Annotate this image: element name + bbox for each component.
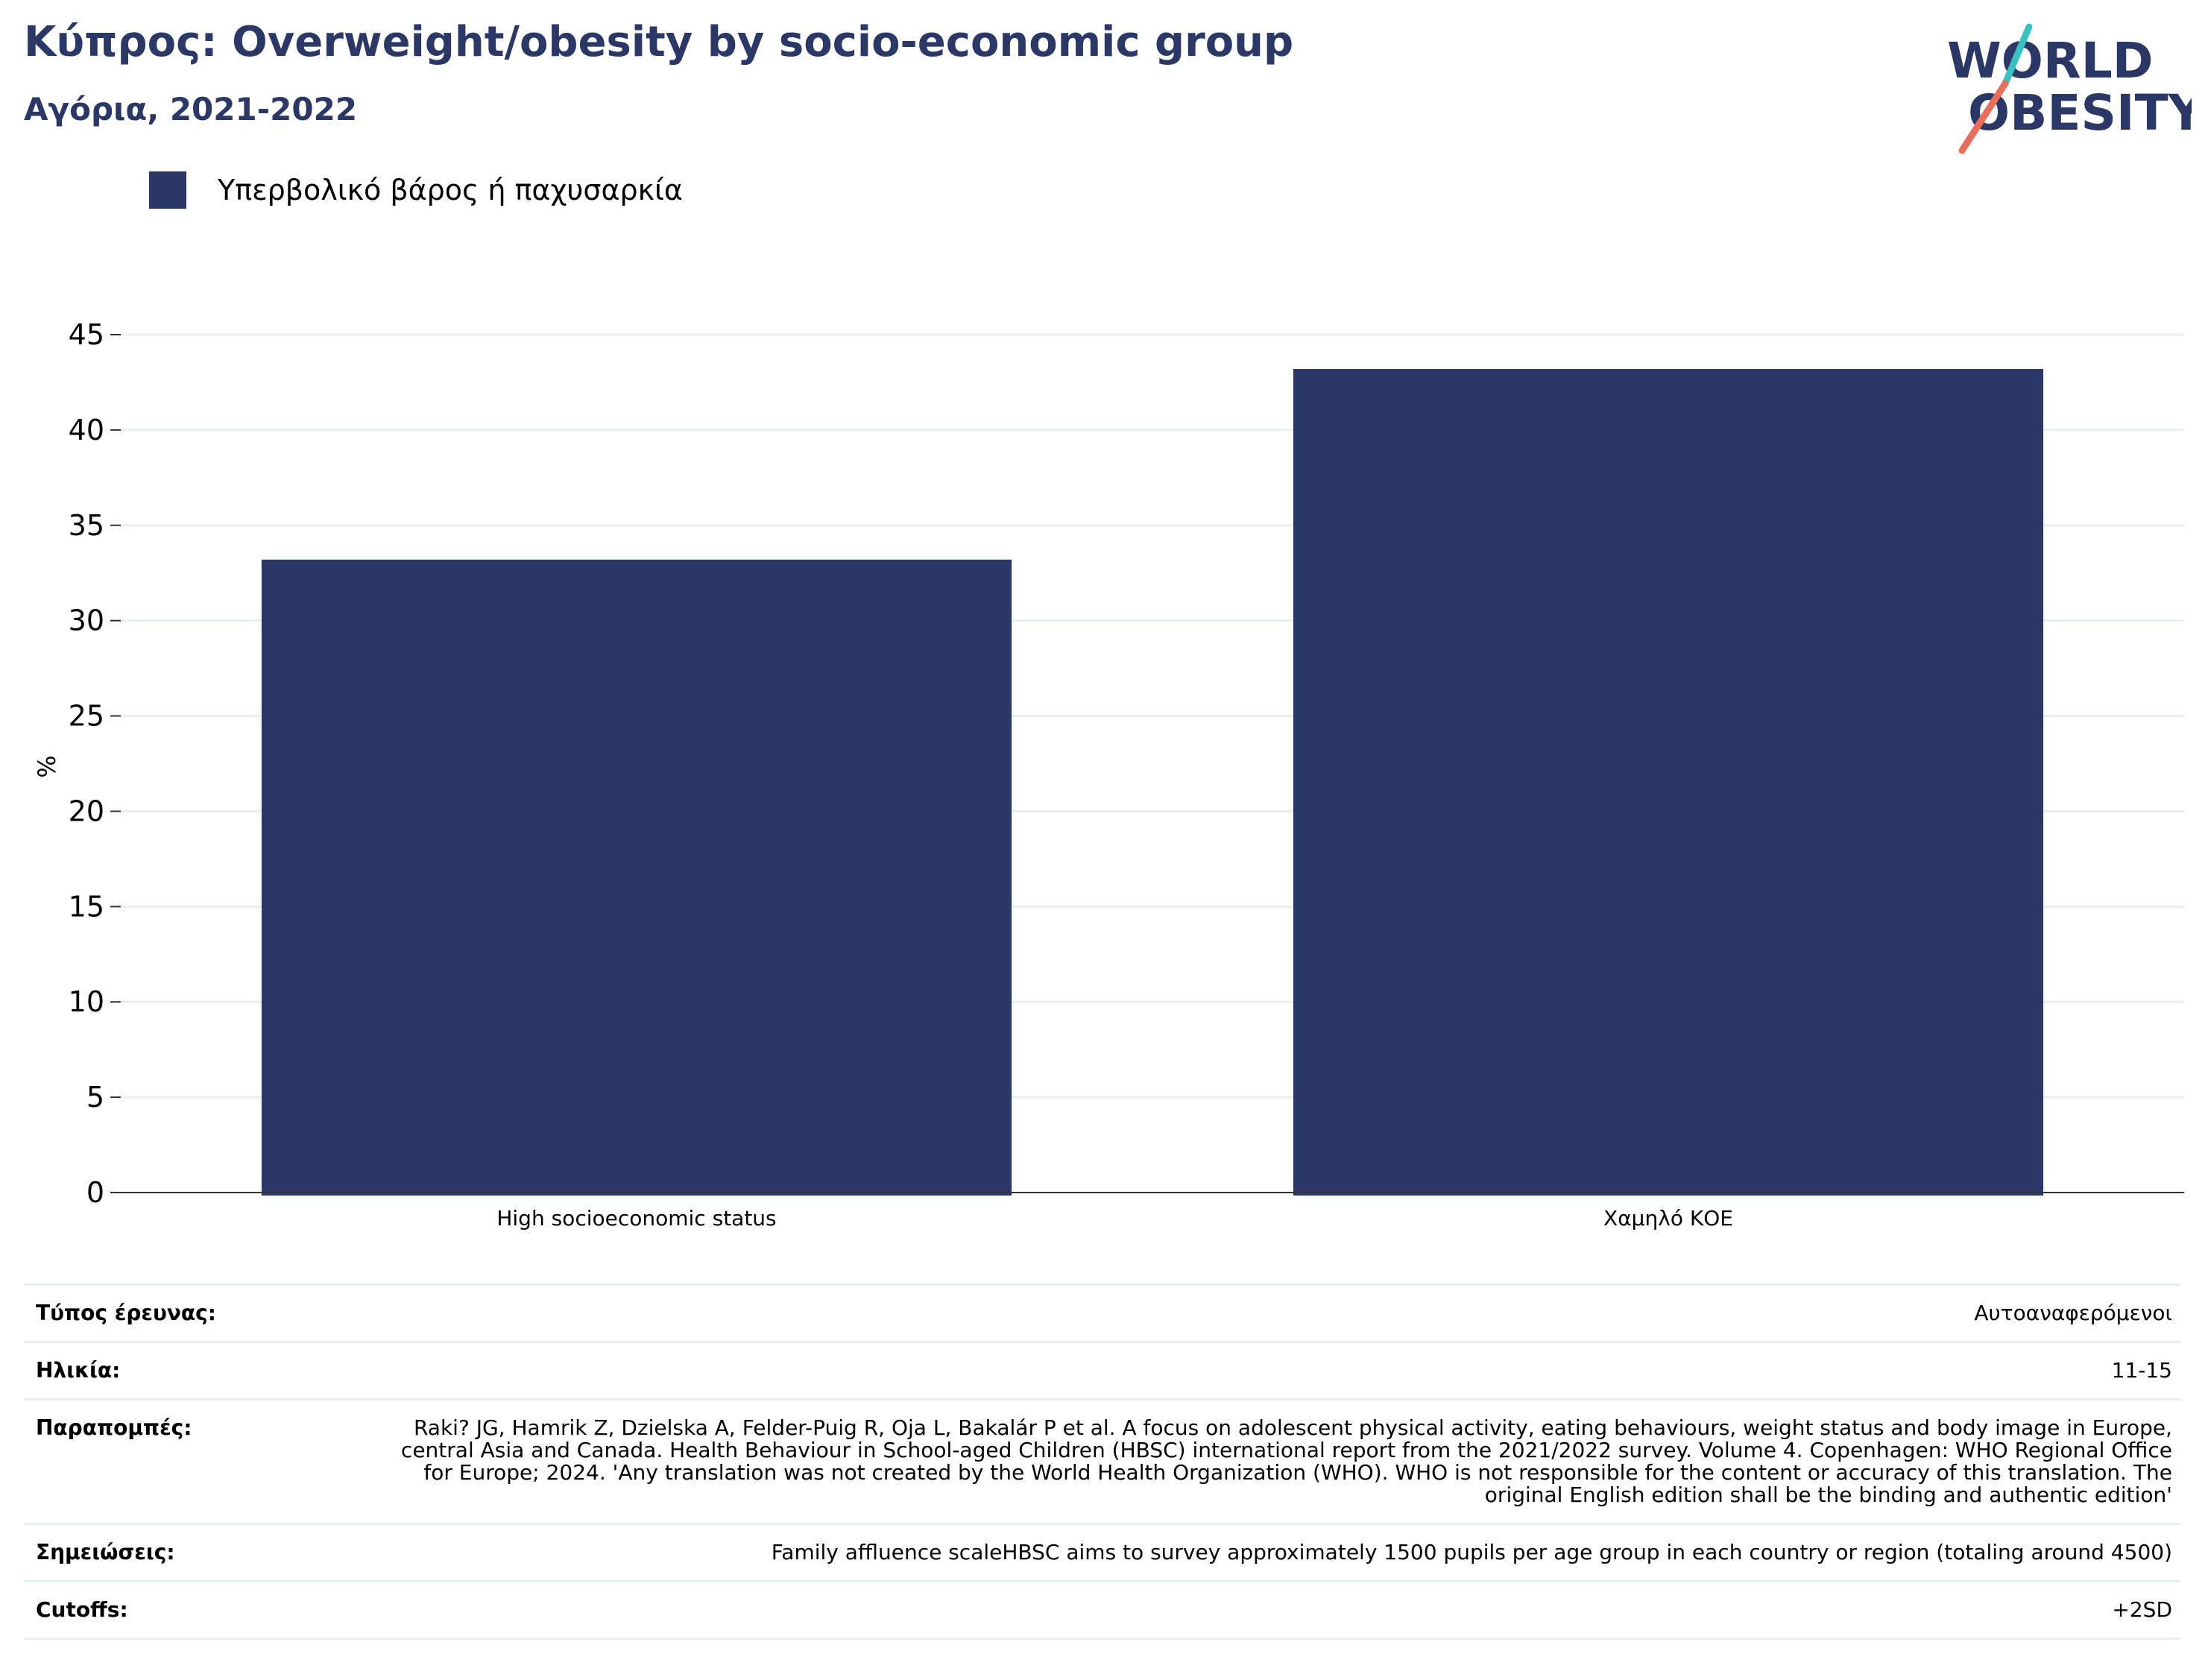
x-tick-label: Χαμηλό ΚΟΕ: [1603, 1206, 1733, 1231]
y-tick-label: 20: [69, 795, 104, 827]
y-tick-label: 0: [86, 1176, 104, 1209]
legend-label: Υπερβολικό βάρος ή παχυσαρκία: [218, 174, 683, 206]
logo-word-obesity: OBESITY: [1968, 84, 2192, 142]
info-label: Ηλικία:: [24, 1341, 361, 1400]
y-tick-label: 25: [69, 700, 104, 733]
logo-slash-top: [2001, 23, 2033, 87]
info-row: Παραπομπές: Raki? JG, Hamrik Z, Dzielska …: [24, 1398, 2181, 1525]
y-tick-label: 40: [69, 414, 104, 446]
y-tick-label: 15: [69, 890, 104, 923]
info-value: 11-15: [361, 1341, 2181, 1400]
info-value: +2SD: [361, 1580, 2181, 1640]
info-row: Ηλικία: 11-15: [24, 1341, 2181, 1400]
info-label: Παραπομπές:: [24, 1398, 361, 1525]
chart-legend: Υπερβολικό βάρος ή παχυσαρκία: [149, 171, 683, 209]
info-label: Cutoffs:: [24, 1580, 361, 1640]
y-tick-label: 5: [86, 1081, 104, 1114]
info-value: Raki? JG, Hamrik Z, Dzielska A, Felder-P…: [361, 1398, 2181, 1525]
bar: [261, 559, 1012, 1196]
info-value: Αυτοαναφερόμενοι: [361, 1283, 2181, 1343]
legend-swatch: [149, 171, 186, 209]
logo-slash-bottom: [1958, 80, 2009, 154]
x-tick-label: High socioeconomic status: [496, 1206, 776, 1231]
chart-title: Κύπρος: Overweight/obesity by socio-econ…: [24, 18, 1294, 66]
y-tick-label: 10: [69, 985, 104, 1018]
info-value: Family affluence scaleHBSC aims to surve…: [361, 1523, 2181, 1582]
info-label: Τύπος έρευνας:: [24, 1283, 361, 1343]
y-axis-label: %: [33, 755, 61, 777]
bar-chart: 0 5 10 15 20 25 30 35 40 45% High socioeconomic st…: [33, 318, 2184, 1231]
info-row: Cutoffs: +2SD: [24, 1580, 2181, 1640]
y-tick-label: 35: [69, 509, 104, 542]
chart-subtitle: Αγόρια, 2021-2022: [24, 91, 358, 127]
info-table: Τύπος έρευνας: Αυτοαναφερόμενοι Ηλικία: 11-…: [24, 1283, 2181, 1640]
bar: [1293, 369, 2044, 1196]
logo-word-world: WORLD: [1947, 32, 2154, 89]
world-obesity-logo: WORLD OBESITY: [1947, 23, 2192, 154]
info-label: Σημειώσεις:: [24, 1523, 361, 1582]
y-tick-label: 45: [69, 318, 104, 351]
y-tick-label: 30: [69, 604, 104, 637]
info-row: Σημειώσεις: Family affluence scaleHBSC ai…: [24, 1523, 2181, 1582]
info-row: Τύπος έρευνας: Αυτοαναφερόμενοι: [24, 1283, 2181, 1343]
